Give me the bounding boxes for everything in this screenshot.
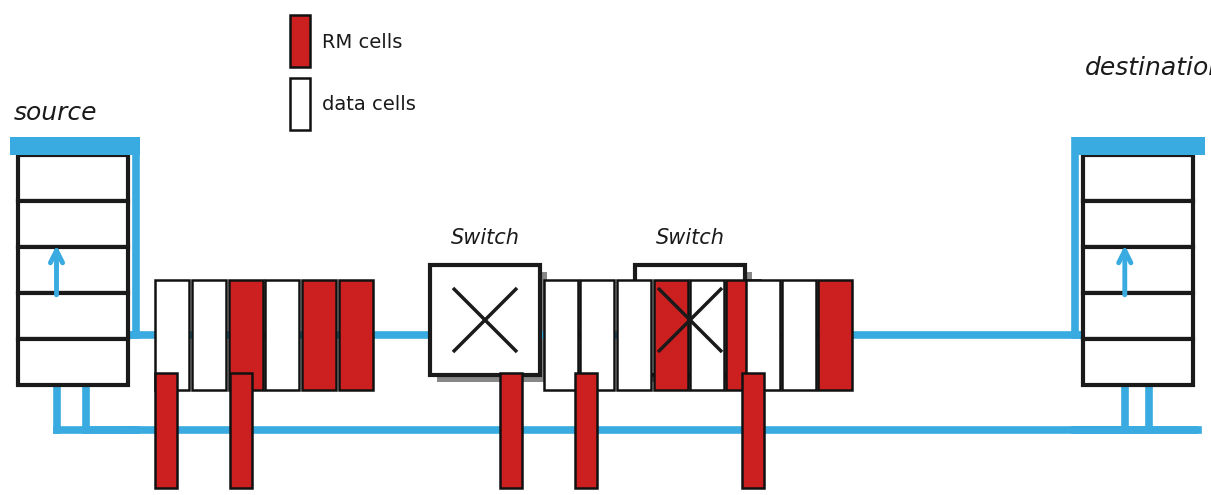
Bar <box>265 280 299 390</box>
Bar <box>18 247 128 293</box>
Bar <box>1083 155 1193 201</box>
Bar <box>430 265 540 375</box>
Bar <box>155 373 177 488</box>
Bar <box>193 280 226 390</box>
Text: RM cells: RM cells <box>322 33 402 51</box>
Bar <box>742 373 764 488</box>
Bar <box>289 15 310 67</box>
Bar <box>18 339 128 385</box>
Bar <box>635 265 745 375</box>
Bar <box>230 373 252 488</box>
Bar <box>727 280 761 390</box>
Bar <box>500 373 522 488</box>
Text: Switch: Switch <box>655 228 724 248</box>
Bar <box>1083 293 1193 339</box>
Bar <box>544 280 578 390</box>
Bar <box>155 280 189 390</box>
Text: source: source <box>13 101 97 125</box>
Bar <box>437 272 547 382</box>
Bar <box>1075 137 1205 155</box>
Bar <box>654 280 688 390</box>
Bar <box>289 78 310 130</box>
Bar <box>817 280 853 390</box>
Bar <box>18 293 128 339</box>
Bar <box>690 280 724 390</box>
Bar <box>580 280 614 390</box>
Bar <box>229 280 263 390</box>
Bar <box>339 280 373 390</box>
Text: destination: destination <box>1085 56 1211 80</box>
Bar <box>10 137 140 155</box>
Bar <box>1083 247 1193 293</box>
Bar <box>1083 339 1193 385</box>
Text: Switch: Switch <box>450 228 520 248</box>
Bar <box>1083 201 1193 247</box>
Bar <box>18 155 128 201</box>
Text: data cells: data cells <box>322 96 415 114</box>
Bar <box>575 373 597 488</box>
Bar <box>302 280 335 390</box>
Bar <box>616 280 652 390</box>
Bar <box>746 280 780 390</box>
Bar <box>18 201 128 247</box>
Bar <box>642 272 752 382</box>
Bar <box>782 280 816 390</box>
